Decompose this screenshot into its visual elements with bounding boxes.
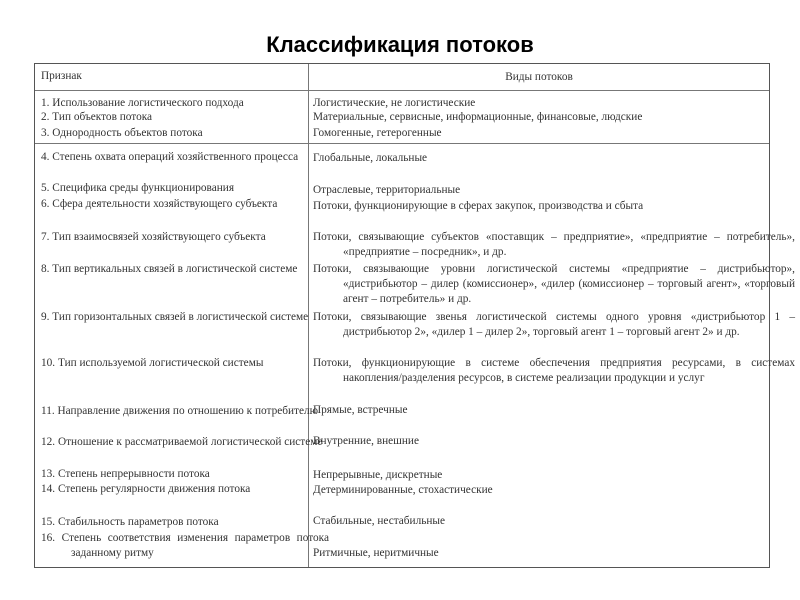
classification-table: Признак Виды потоков 1. Использование ло… [34, 63, 795, 568]
flow-type: Ритмичные, неритмичные [313, 547, 439, 559]
criterion: 5. Специфика среды функционирования [41, 182, 235, 194]
flow-type: Потоки, функционирующие в системе обеспе… [313, 357, 795, 384]
criterion: 16. Степень соответствия изменения парам… [41, 532, 329, 559]
criterion: 4. Степень охвата операций хозяйственног… [41, 151, 299, 163]
criterion: 2. Тип объектов потока [41, 111, 153, 123]
flow-type: Внутренние, внешние [313, 435, 419, 447]
criterion: 12. Отношение к рассматриваемой логистич… [41, 436, 323, 448]
criterion: 13. Степень непрерывности потока [41, 468, 210, 480]
criterion: 6. Сфера деятельности хозяйствующего суб… [41, 198, 278, 210]
criterion: 7. Тип взаимосвязей хозяйствующего субъе… [41, 231, 266, 243]
criterion: 14. Степень регулярности движения потока [41, 483, 251, 495]
criterion: 8. Тип вертикальных связей в логистическ… [41, 263, 298, 275]
flow-type: Гомогенные, гетерогенные [313, 127, 442, 139]
header-flow-types: Виды потоков [505, 71, 573, 83]
flow-type: Отраслевые, территориальные [313, 184, 461, 196]
flow-type: Материальные, сервисные, информационные,… [313, 111, 643, 123]
criterion: 15. Стабильность параметров потока [41, 516, 219, 528]
flow-type: Непрерывные, дискретные [313, 469, 443, 481]
row-divider [35, 90, 769, 91]
flow-type: Потоки, функционирующие в сферах закупок… [313, 200, 644, 212]
criterion: 10. Тип используемой логистической систе… [41, 357, 264, 369]
criterion: 9. Тип горизонтальных связей в логистиче… [41, 311, 309, 323]
flow-type: Глобальные, локальные [313, 152, 428, 164]
flow-type: Потоки, связывающие уровни логистической… [313, 263, 795, 305]
flow-type: Потоки, связывающие звенья логистической… [313, 311, 795, 338]
flow-type: Прямые, встречные [313, 404, 408, 416]
criterion: 11. Направление движения по отношению к … [41, 405, 319, 417]
flow-type: Потоки, связывающие субъектов «поставщик… [313, 231, 795, 258]
criterion: 3. Однородность объектов потока [41, 127, 203, 139]
flow-type: Логистические, не логистические [313, 97, 476, 109]
flow-type: Детерминированные, стохастические [313, 484, 493, 496]
row-divider [35, 143, 769, 144]
flow-type: Стабильные, нестабильные [313, 515, 446, 527]
header-criterion: Признак [41, 70, 82, 82]
criterion: 1. Использование логистического подхода [41, 97, 244, 109]
page-title: Классификация потоков [266, 32, 534, 57]
column-divider [308, 64, 309, 567]
